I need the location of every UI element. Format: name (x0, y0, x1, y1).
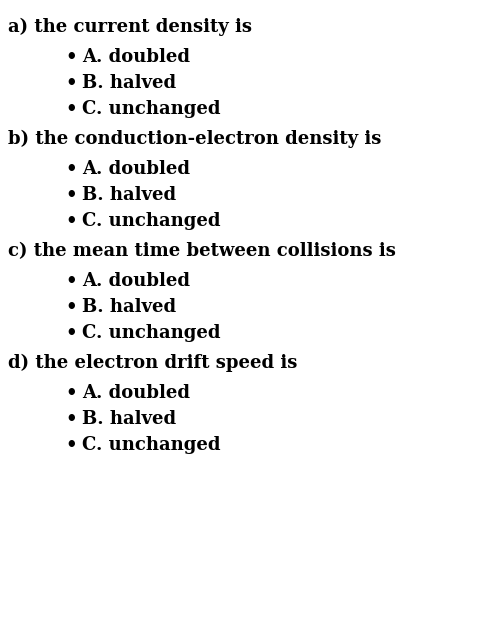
Text: •: • (65, 384, 77, 402)
Text: C. unchanged: C. unchanged (82, 436, 221, 454)
Text: •: • (65, 272, 77, 290)
Text: A. doubled: A. doubled (82, 48, 190, 66)
Text: A. doubled: A. doubled (82, 272, 190, 290)
Text: A. doubled: A. doubled (82, 384, 190, 402)
Text: •: • (65, 186, 77, 204)
Text: c) the mean time between collisions is: c) the mean time between collisions is (8, 242, 396, 260)
Text: B. halved: B. halved (82, 74, 176, 92)
Text: •: • (65, 410, 77, 428)
Text: b) the conduction-electron density is: b) the conduction-electron density is (8, 130, 381, 148)
Text: d) the electron drift speed is: d) the electron drift speed is (8, 354, 297, 372)
Text: C. unchanged: C. unchanged (82, 100, 221, 118)
Text: •: • (65, 298, 77, 316)
Text: B. halved: B. halved (82, 186, 176, 204)
Text: •: • (65, 324, 77, 342)
Text: B. halved: B. halved (82, 298, 176, 316)
Text: •: • (65, 436, 77, 454)
Text: C. unchanged: C. unchanged (82, 212, 221, 230)
Text: •: • (65, 48, 77, 66)
Text: •: • (65, 160, 77, 178)
Text: B. halved: B. halved (82, 410, 176, 428)
Text: •: • (65, 212, 77, 230)
Text: •: • (65, 74, 77, 92)
Text: A. doubled: A. doubled (82, 160, 190, 178)
Text: a) the current density is: a) the current density is (8, 18, 252, 36)
Text: •: • (65, 100, 77, 118)
Text: C. unchanged: C. unchanged (82, 324, 221, 342)
